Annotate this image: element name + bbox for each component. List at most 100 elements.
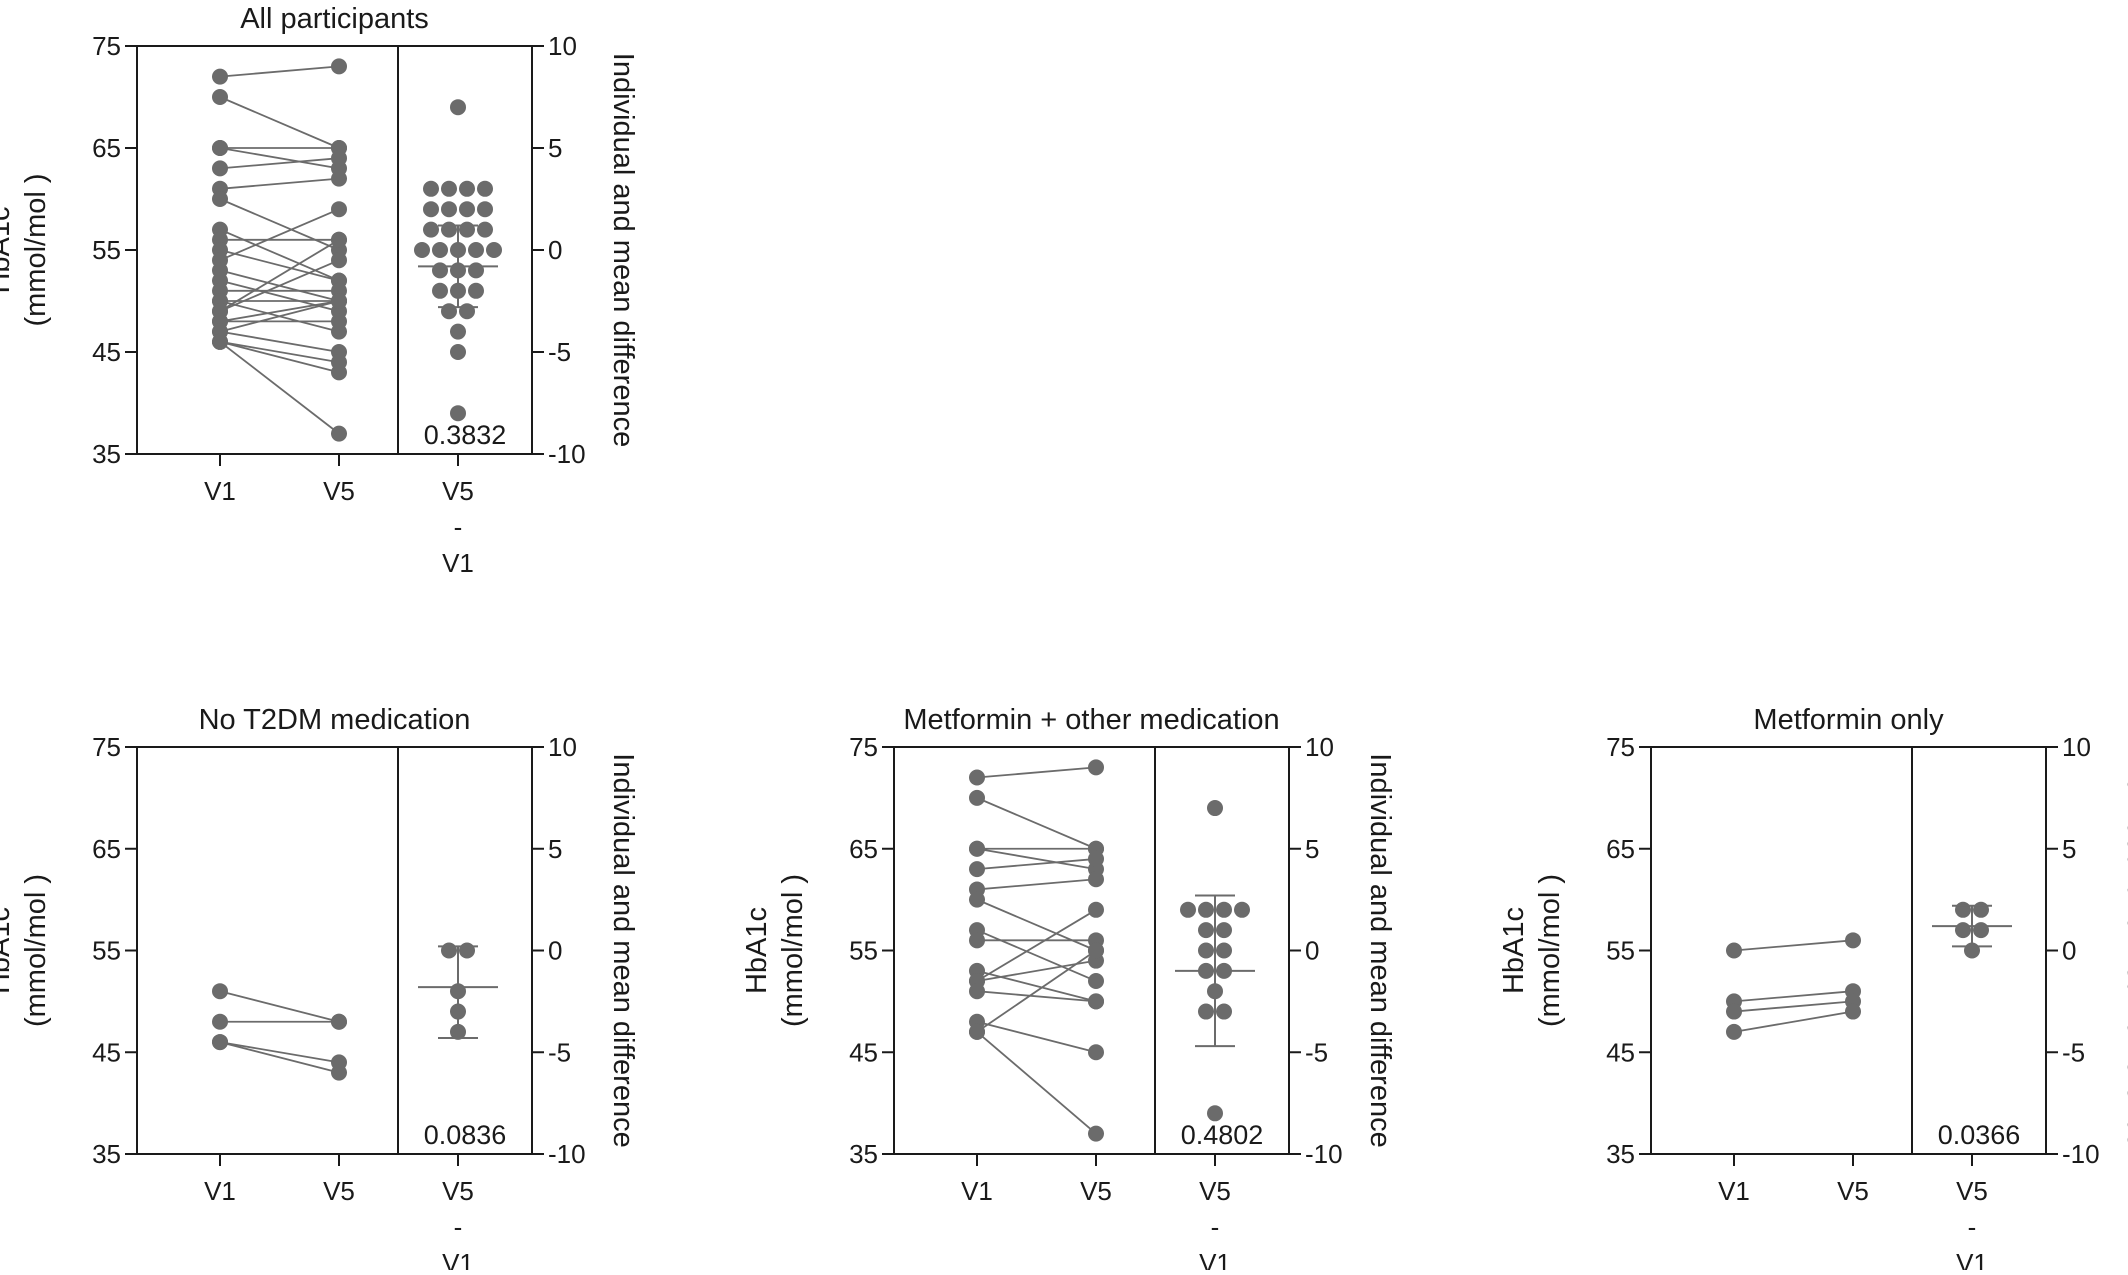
v1-point <box>212 160 228 177</box>
right-tick-label: -10 <box>548 439 586 469</box>
right-tick-label: -10 <box>2062 1139 2100 1169</box>
panel-title: All participants <box>240 3 429 35</box>
diff-x-label-top: V5 <box>442 1176 474 1206</box>
difference-point <box>1973 922 1989 939</box>
x-tick-label: V5 <box>323 476 355 506</box>
pair-line <box>976 949 1097 1033</box>
difference-point <box>1198 942 1214 959</box>
v5-point <box>1088 850 1104 867</box>
panel-title: Metformin + other medication <box>903 704 1279 736</box>
pair-line <box>976 1020 1097 1054</box>
pair-line <box>219 198 340 251</box>
v1-point <box>212 1013 228 1030</box>
y2-axis-label: Individual and mean difference <box>607 753 639 1147</box>
v1-point <box>969 983 985 1000</box>
v1-point <box>212 333 228 350</box>
left-tick-label: 75 <box>92 732 121 762</box>
x-tick-label: V5 <box>1837 1176 1869 1206</box>
left-tick-label: 65 <box>849 834 878 864</box>
difference-point <box>450 323 466 340</box>
difference-point <box>1955 922 1971 939</box>
pair-line <box>219 1041 340 1074</box>
difference-point <box>432 262 448 279</box>
right-tick-label: 10 <box>548 732 577 762</box>
difference-point <box>441 942 457 959</box>
difference-point <box>1198 1003 1214 1020</box>
left-tick-label: 45 <box>849 1037 878 1067</box>
difference-point <box>1198 901 1214 918</box>
difference-point <box>477 221 493 238</box>
pair-line <box>219 300 340 333</box>
x-tick-label: V5 <box>1080 1176 1112 1206</box>
pair-line <box>219 157 340 170</box>
difference-point <box>1973 901 1989 918</box>
v1-point <box>969 840 985 857</box>
v5-point <box>331 293 347 309</box>
pair-line <box>219 990 340 1023</box>
difference-point <box>477 201 493 218</box>
panel-3: Metformin + other medication3545556575-1… <box>741 704 1396 1275</box>
difference-point <box>477 180 493 197</box>
difference-point <box>1180 901 1196 918</box>
diff-x-label-mid: - <box>454 512 463 542</box>
left-tick-label: 65 <box>1606 834 1635 864</box>
diff-x-label-mid: - <box>1968 1212 1977 1242</box>
p-value: 0.4802 <box>1181 1120 1264 1150</box>
left-tick-label: 35 <box>92 439 121 469</box>
difference-point <box>468 242 484 258</box>
difference-point <box>459 221 475 238</box>
panel-title: No T2DM medication <box>199 704 471 736</box>
pair-line <box>976 990 1097 1003</box>
pair-line <box>219 228 340 282</box>
y2-axis-label: Individual and mean difference <box>1364 753 1396 1147</box>
right-tick-label: -5 <box>548 337 571 367</box>
diff-x-label-top: V5 <box>442 476 474 506</box>
v1-point <box>1726 1003 1742 1020</box>
v5-point <box>331 231 347 248</box>
difference-point <box>423 221 439 238</box>
v5-point <box>331 425 347 442</box>
left-tick-label: 55 <box>1606 936 1635 966</box>
v5-point <box>1088 901 1104 918</box>
v5-point <box>331 170 347 187</box>
x-tick-label: V1 <box>204 476 236 506</box>
diff-x-label-bottom: V1 <box>1199 1248 1231 1270</box>
difference-point <box>450 99 466 116</box>
pair-line <box>219 65 340 78</box>
right-tick-label: 10 <box>548 31 577 61</box>
left-tick-label: 45 <box>1606 1037 1635 1067</box>
x-tick-label: V1 <box>1718 1176 1750 1206</box>
difference-point <box>459 303 475 320</box>
pair-line <box>1733 1010 1854 1033</box>
v5-point <box>1845 1003 1861 1020</box>
left-tick-label: 55 <box>92 936 121 966</box>
left-tick-label: 55 <box>849 936 878 966</box>
difference-point <box>1234 901 1250 918</box>
v5-point <box>1845 932 1861 949</box>
difference-point <box>1207 800 1223 817</box>
diff-x-label-mid: - <box>454 1212 463 1242</box>
pair-line <box>1733 990 1854 1003</box>
difference-point <box>468 262 484 279</box>
difference-point <box>423 180 439 197</box>
v1-point <box>969 932 985 949</box>
diff-x-label-mid: - <box>1211 1212 1220 1242</box>
left-tick-label: 65 <box>92 834 121 864</box>
right-tick-label: -5 <box>2062 1037 2085 1067</box>
v5-point <box>1088 871 1104 888</box>
v5-point <box>1088 942 1104 959</box>
right-tick-label: -5 <box>1305 1037 1328 1067</box>
v1-point <box>212 140 228 156</box>
right-tick-label: 10 <box>1305 732 1334 762</box>
pair-line <box>219 330 340 353</box>
v5-point <box>1088 993 1104 1010</box>
difference-point <box>441 303 457 320</box>
pair-line <box>219 259 340 313</box>
pair-line <box>1733 1000 1854 1013</box>
v1-point <box>212 68 228 85</box>
pair-line <box>1733 939 1854 952</box>
right-tick-label: 0 <box>548 235 562 265</box>
diff-x-label-top: V5 <box>1956 1176 1988 1206</box>
difference-point <box>441 180 457 197</box>
